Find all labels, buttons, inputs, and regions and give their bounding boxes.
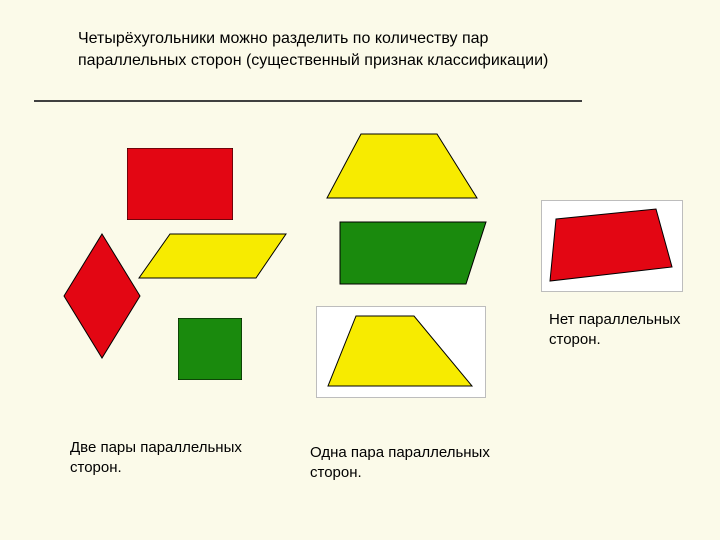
shape-parallelogram-yellow: [137, 232, 290, 280]
shape-trapezoid-green: [338, 220, 490, 288]
shape-trapezoid-yellow-top: [325, 132, 481, 202]
caption-one-pair: Одна пара параллельныхсторон.: [310, 443, 530, 482]
shape-rhombus-red: [62, 232, 142, 360]
shape-rectangle-red: [127, 148, 233, 220]
shape-quad-red: [548, 207, 676, 285]
slide: Четырёхугольники можно разделить по коли…: [0, 0, 720, 540]
caption-two-pairs: Две пары параллельныхсторон.: [70, 438, 290, 477]
shape-trapezoid-yellow-bottom: [326, 314, 476, 390]
slide-title: Четырёхугольники можно разделить по коли…: [78, 28, 678, 71]
shape-square-green: [178, 318, 242, 380]
caption-no-pairs: Нет параллельныхсторон.: [549, 310, 709, 349]
divider-line: [34, 100, 582, 102]
